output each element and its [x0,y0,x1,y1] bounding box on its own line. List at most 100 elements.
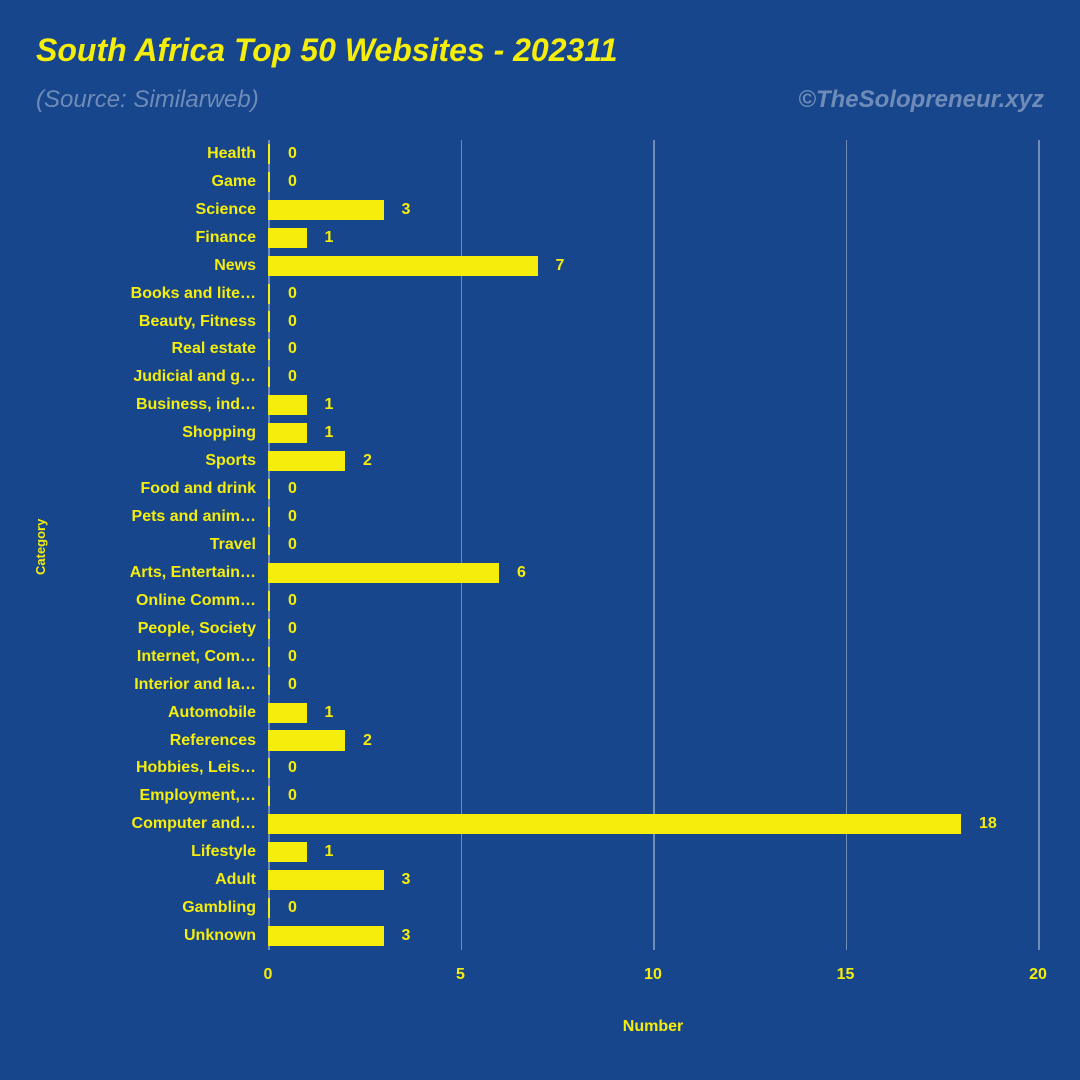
x-tick-label: 5 [456,966,465,984]
category-label: Shopping [182,424,268,442]
bar [268,200,384,220]
category-label: Lifestyle [191,843,268,861]
chart-row: Food and drink0 [268,475,1038,503]
bar [268,479,270,499]
bar [268,647,270,667]
bar [268,451,345,471]
category-label: Books and lite… [131,285,268,303]
chart-row: Game0 [268,168,1038,196]
chart-row: Online Comm…0 [268,587,1038,615]
value-label: 0 [288,145,297,163]
value-label: 3 [402,927,411,945]
chart-row: Science3 [268,196,1038,224]
chart-row: Sports2 [268,447,1038,475]
category-label: Gambling [182,899,268,917]
chart-row: Arts, Entertain…6 [268,559,1038,587]
x-tick-label: 10 [644,966,662,984]
category-label: Finance [196,229,268,247]
chart-row: Judicial and g…0 [268,363,1038,391]
bar [268,842,307,862]
bar [268,591,270,611]
bar [268,311,270,331]
chart-row: Hobbies, Leis…0 [268,754,1038,782]
chart-row: Unknown3 [268,922,1038,950]
value-label: 1 [325,704,334,722]
value-label: 0 [288,285,297,303]
value-label: 1 [325,424,334,442]
x-tick-label: 20 [1029,966,1047,984]
category-label: Beauty, Fitness [139,313,268,331]
value-label: 6 [517,564,526,582]
category-label: Real estate [172,340,269,358]
value-label: 0 [288,340,297,358]
chart-copyright: ©TheSolopreneur.xyz [798,86,1044,114]
category-label: Unknown [184,927,268,945]
chart-row: Real estate0 [268,336,1038,364]
chart-row: Adult3 [268,866,1038,894]
bar [268,367,270,387]
category-label: Business, ind… [136,396,268,414]
value-label: 0 [288,648,297,666]
bar [268,563,499,583]
category-label: Judicial and g… [133,368,268,386]
chart-row: Internet, Com…0 [268,643,1038,671]
category-label: Adult [215,871,268,889]
category-label: Employment,… [140,787,268,805]
category-label: People, Society [138,620,268,638]
category-label: Hobbies, Leis… [136,759,268,777]
chart-row: Health0 [268,140,1038,168]
chart-row: Computer and…18 [268,810,1038,838]
x-axis-title: Number [623,1018,683,1036]
chart-row: Finance1 [268,224,1038,252]
value-label: 3 [402,871,411,889]
chart-row: References2 [268,727,1038,755]
bar [268,870,384,890]
value-label: 2 [363,452,372,470]
category-label: News [214,257,268,275]
category-label: Food and drink [140,480,268,498]
bar [268,758,270,778]
y-axis-title: Category [33,519,48,575]
chart-subtitle: (Source: Similarweb) [36,86,259,114]
category-label: Arts, Entertain… [130,564,268,582]
category-label: Pets and anim… [132,508,268,526]
category-label: Health [207,145,268,163]
category-label: Sports [205,452,268,470]
bar [268,619,270,639]
value-label: 1 [325,396,334,414]
value-label: 0 [288,313,297,331]
value-label: 0 [288,536,297,554]
bar [268,423,307,443]
chart-title: South Africa Top 50 Websites - 202311 [36,32,618,69]
chart-row: News7 [268,252,1038,280]
bar [268,535,270,555]
chart-row: Pets and anim…0 [268,503,1038,531]
value-label: 0 [288,592,297,610]
bar [268,228,307,248]
bar [268,172,270,192]
category-label: Computer and… [132,815,268,833]
value-label: 0 [288,173,297,191]
bar [268,730,345,750]
chart-row: Automobile1 [268,699,1038,727]
chart-row: Employment,…0 [268,782,1038,810]
category-label: Interior and la… [134,676,268,694]
category-label: References [170,732,268,750]
value-label: 0 [288,508,297,526]
bar [268,284,270,304]
chart-row: Books and lite…0 [268,280,1038,308]
chart-row: Travel0 [268,531,1038,559]
chart-row: Lifestyle1 [268,838,1038,866]
bar [268,814,961,834]
category-label: Science [196,201,268,219]
value-label: 18 [979,815,997,833]
chart-row: Beauty, Fitness0 [268,308,1038,336]
value-label: 0 [288,787,297,805]
bar [268,786,270,806]
bar [268,395,307,415]
x-tick-label: 15 [837,966,855,984]
value-label: 0 [288,899,297,917]
chart-row: Interior and la…0 [268,671,1038,699]
category-label: Travel [210,536,268,554]
category-label: Online Comm… [136,592,268,610]
